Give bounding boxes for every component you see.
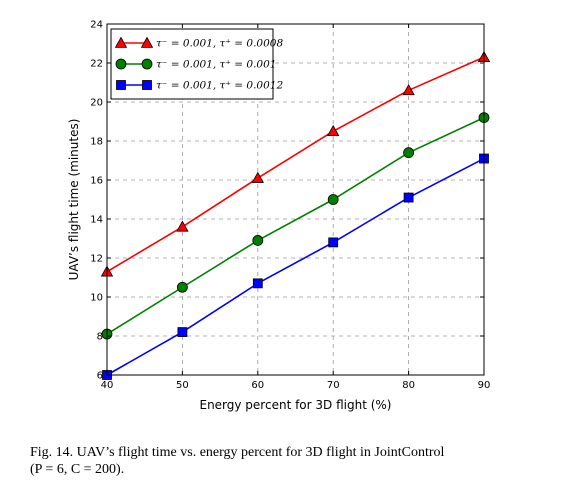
tick-labels: 40 50 60 70 80 90 6 8 10 12 14 16 18 20 22 24 [90,20,490,392]
x-tick-label: 80 [402,380,415,391]
legend-item-2: τ⁻ = 0.001, τ⁺ = 0.001 [115,58,276,71]
series-line [106,157,485,376]
x-tick-label: 60 [251,380,264,391]
y-tick-label: 22 [90,59,103,70]
y-tick-label: 12 [90,254,103,265]
caption-line-1: Fig. 14. UAV’s flight time vs. energy pe… [30,445,445,460]
y-tick-label: 18 [90,137,103,148]
y-tick-label: 20 [90,98,103,109]
legend-item-3: τ⁻ = 0.001, τ⁺ = 0.0012 [116,80,283,92]
legend: τ⁻ = 0.001, τ⁺ = 0.0008 τ⁻ = 0.001, τ⁺ = … [110,28,283,100]
data-point [252,235,264,246]
figure-caption: Fig. 14. UAV’s flight time vs. energy pe… [30,444,550,478]
y-tick-label: 8 [97,332,103,343]
data-point [403,192,414,203]
data-point [177,327,188,338]
data-point [252,278,263,289]
data-point [251,171,264,183]
data-point [402,83,415,96]
caption-line-2: (P = 6, C = 200). [30,462,125,477]
y-axis-title: UAV’s flight time (minutes) [67,119,81,281]
x-tick-label: 40 [101,380,114,391]
legend-marker [141,58,153,70]
series-3 [102,153,489,380]
x-tick-label: 70 [327,380,340,391]
series-line [106,56,485,273]
x-tick-label: 50 [176,380,189,391]
legend-marker [116,80,126,90]
series-2 [101,112,490,340]
legend-item-1: τ⁻ = 0.001, τ⁺ = 0.0008 [114,36,283,50]
data-point [327,124,340,137]
y-tick-label: 14 [90,215,103,226]
legend-marker [115,58,127,70]
legend-marker [114,36,128,48]
data-point [328,237,339,248]
y-tick-label: 24 [90,20,103,31]
x-tick-label: 90 [478,380,491,391]
y-tick-label: 16 [90,176,103,187]
legend-label: τ⁻ = 0.001, τ⁺ = 0.001 [156,59,276,71]
y-tick-label: 10 [90,293,103,304]
data-point [403,147,415,159]
legend-marker [142,80,152,90]
series-line [106,116,485,335]
x-axis-title: Energy percent for 3D flight (%) [199,398,391,412]
y-tick-label: 6 [97,371,103,382]
data-point [176,281,188,293]
legend-marker [140,36,154,48]
data-point [327,194,339,205]
data-point [176,220,189,232]
series-layer [100,50,491,380]
legend-label: τ⁻ = 0.001, τ⁺ = 0.0012 [156,80,283,92]
plot-frame [106,23,485,376]
legend-label: τ⁻ = 0.001, τ⁺ = 0.0008 [156,38,283,50]
